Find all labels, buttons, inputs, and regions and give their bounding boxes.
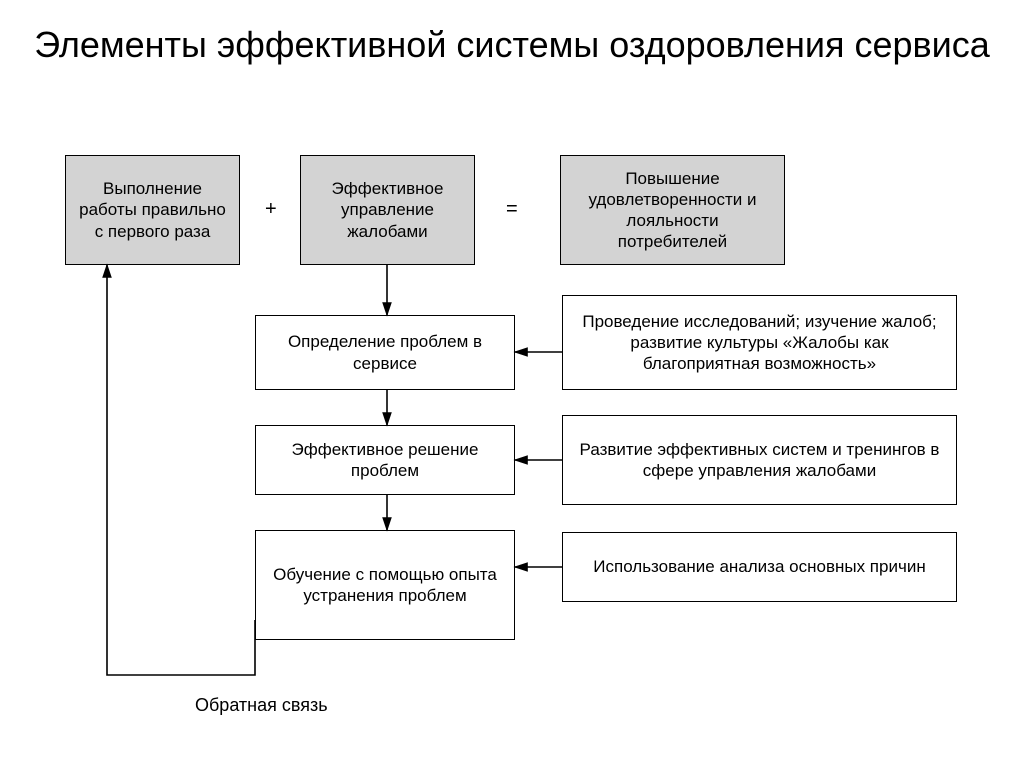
operator-plus: + (265, 198, 277, 221)
node-label: Повышение удовлетворенности и лояльности… (571, 168, 774, 253)
node-learn-from-experience: Обучение с помощью опыта устранения проб… (255, 530, 515, 640)
node-label: Использование анализа основных причин (593, 556, 925, 577)
node-first-time-right: Выполнение работы правильно с первого ра… (65, 155, 240, 265)
feedback-label: Обратная связь (195, 695, 328, 716)
node-label: Выполнение работы правильно с первого ра… (76, 178, 229, 242)
diagram-canvas: { "title": "Элементы эффективной системы… (0, 0, 1024, 767)
node-conduct-research: Проведение исследований; изучение жалоб;… (562, 295, 957, 390)
node-develop-systems: Развитие эффективных систем и тренингов … (562, 415, 957, 505)
node-label: Определение проблем в сервисе (266, 331, 504, 374)
node-root-cause-analysis: Использование анализа основных причин (562, 532, 957, 602)
node-label: Эффективное управление жалобами (311, 178, 464, 242)
node-effective-resolution: Эффективное решение проблем (255, 425, 515, 495)
node-satisfaction-loyalty: Повышение удовлетворенности и лояльности… (560, 155, 785, 265)
node-label: Обучение с помощью опыта устранения проб… (266, 564, 504, 607)
node-complaint-management: Эффективное управление жалобами (300, 155, 475, 265)
node-label: Проведение исследований; изучение жалоб;… (573, 311, 946, 375)
node-label: Развитие эффективных систем и тренингов … (573, 439, 946, 482)
diagram-title: Элементы эффективной системы оздоровлени… (0, 22, 1024, 67)
node-label: Эффективное решение проблем (266, 439, 504, 482)
operator-equals: = (506, 198, 518, 221)
node-identify-problems: Определение проблем в сервисе (255, 315, 515, 390)
